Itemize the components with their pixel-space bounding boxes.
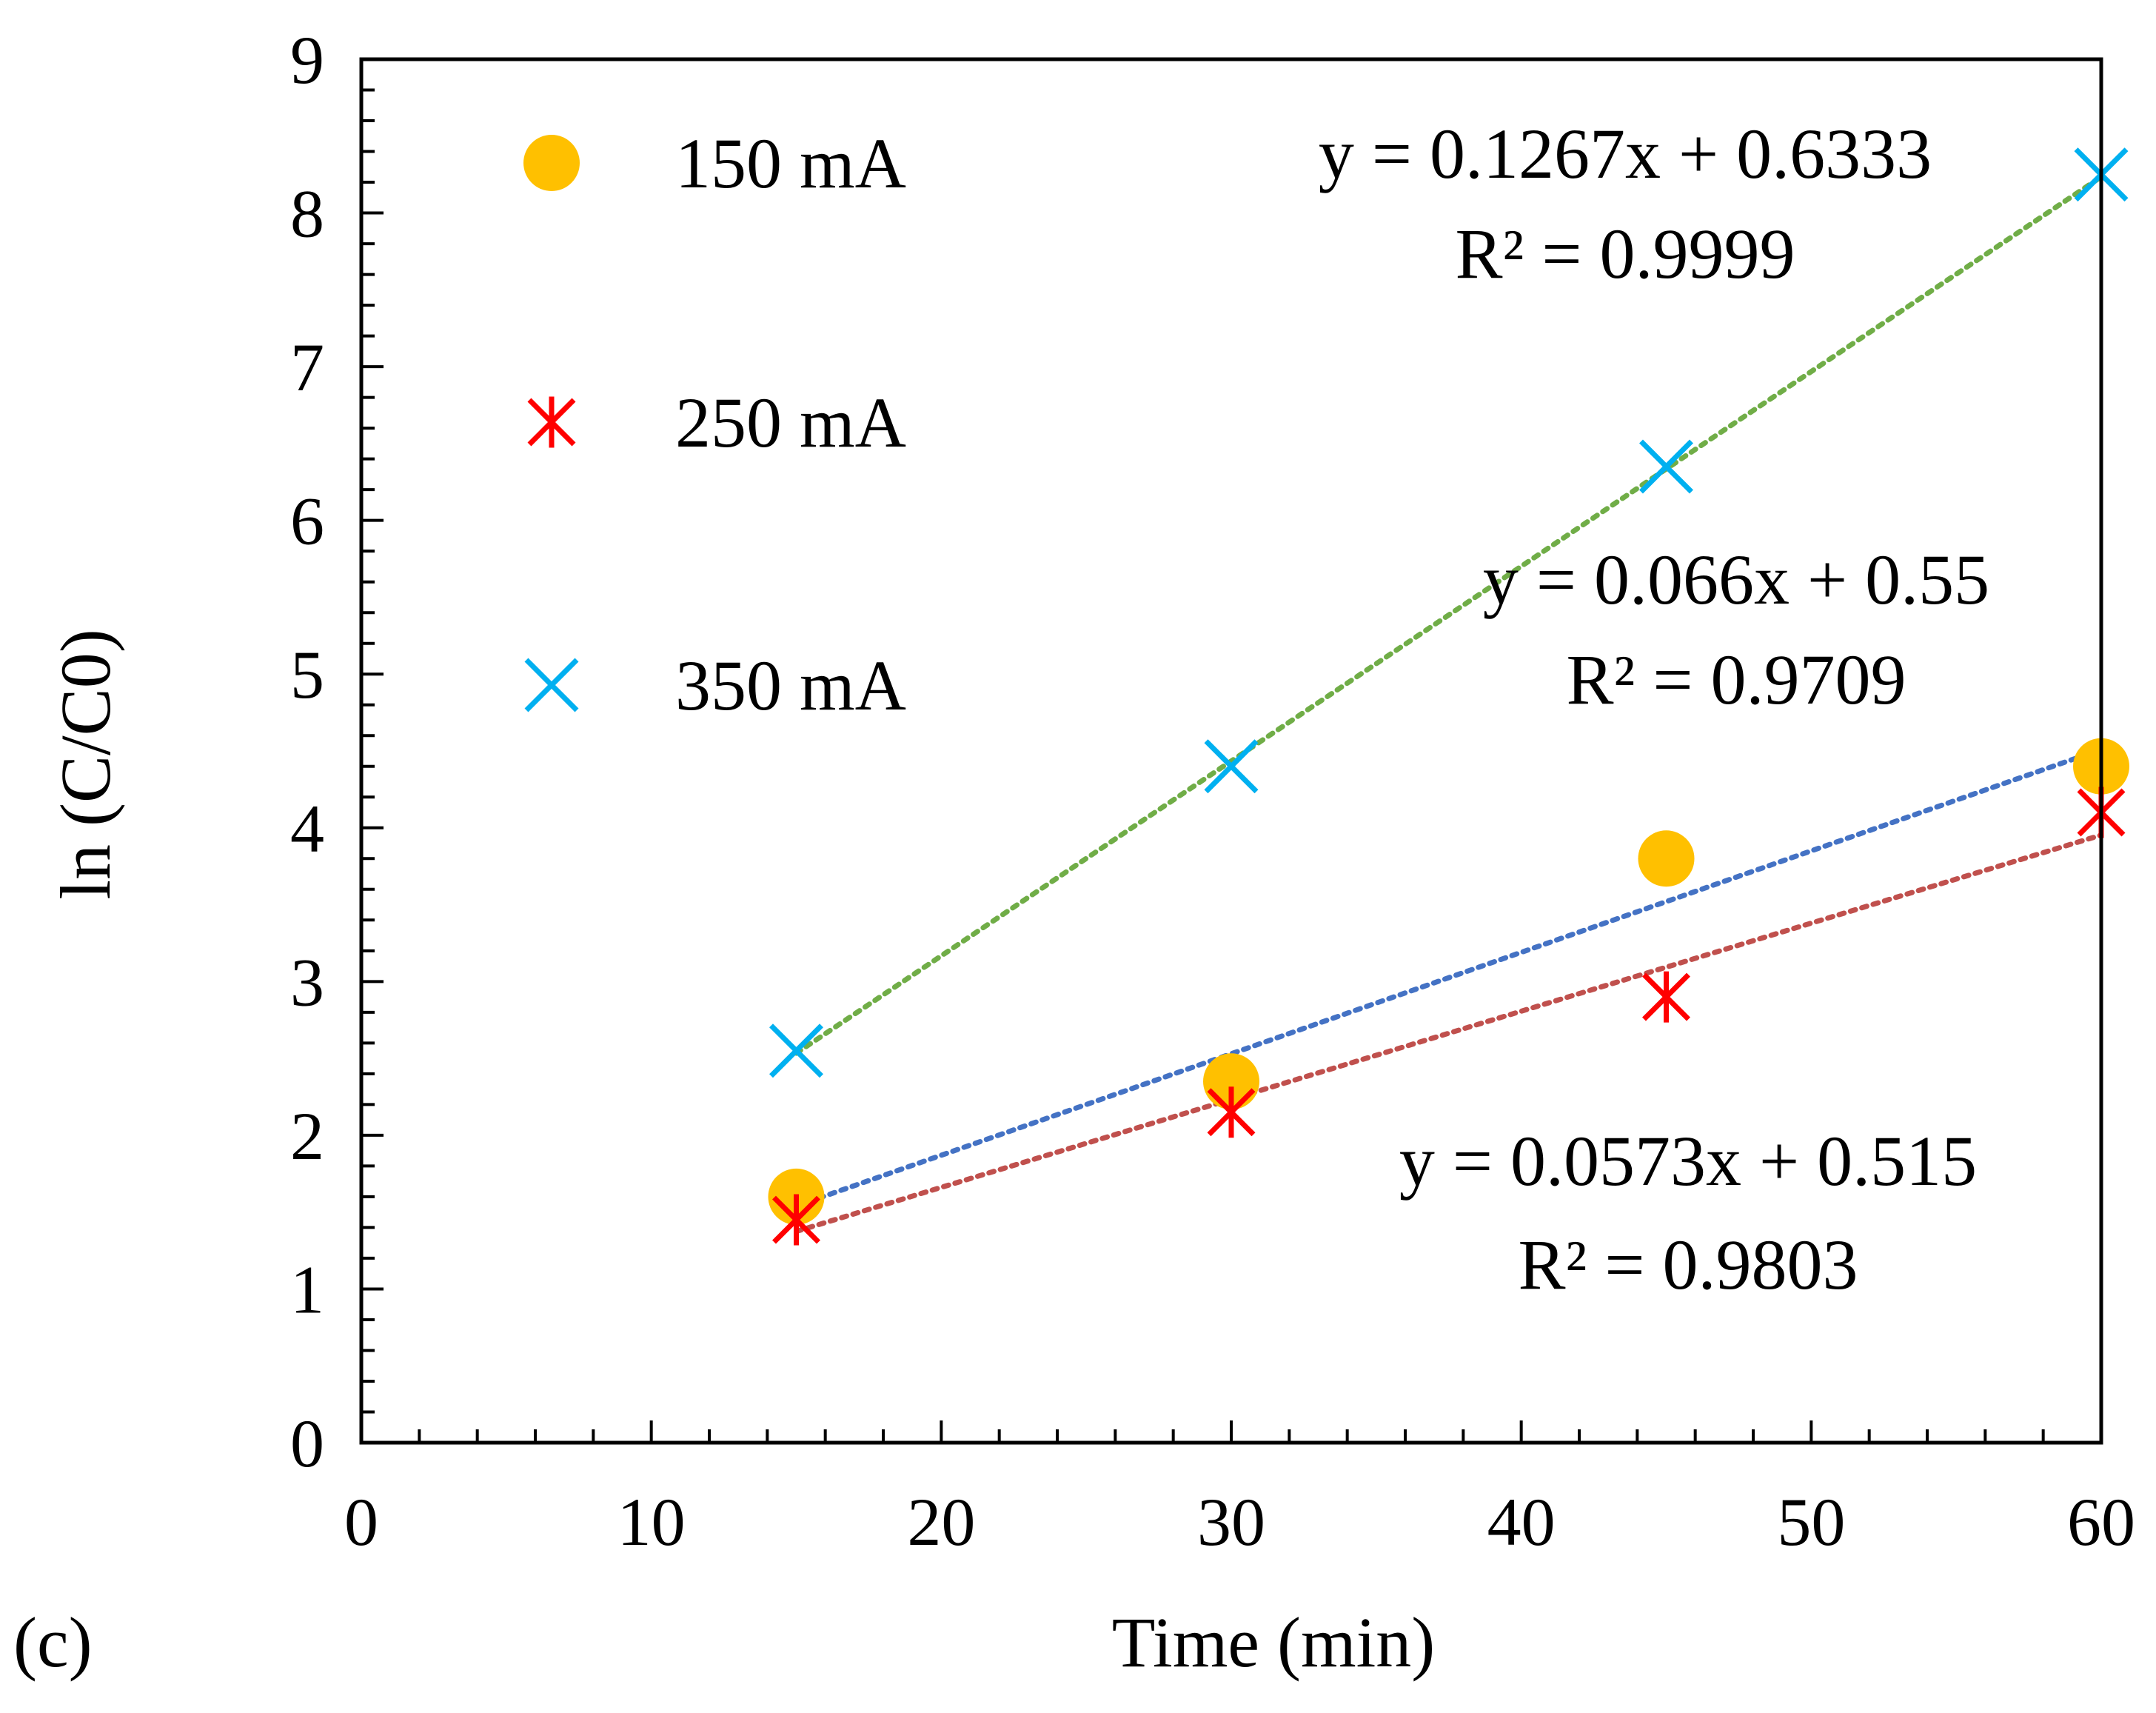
marker-stroke [769,1024,823,1078]
marker-stroke [1639,439,1693,494]
tick-labels: 0 10 20 30 40 50 60 0 1 2 3 4 5 6 7 8 9 [290,22,2135,1560]
equation-150-ma: y = 0.066x + 0.55 [1483,540,1989,619]
marker-stroke [1204,739,1259,794]
x-tick-label: 30 [1197,1484,1265,1560]
trendline-350-ma [794,174,2104,1056]
legend-label-350-ma: 350 mA [675,646,906,725]
y-tick-label: 1 [290,1252,324,1327]
r-squared-250-ma: R² = 0.9803 [1519,1225,1858,1304]
x-tick-label: 10 [617,1484,686,1560]
legend-marker-350-ma [524,658,579,712]
equation-350-ma: y = 0.1267x + 0.6333 [1319,114,1932,193]
axis-ticks [360,58,2103,1444]
x-tick-label: 40 [1487,1484,1556,1560]
legend-label-250-ma: 250 mA [675,383,906,462]
y-axis-title: ln (C/C0) [46,629,125,899]
data-point-250-ma [1207,1086,1256,1138]
trendline-150-ma [794,747,2104,1209]
x-tick-label: 0 [344,1484,378,1560]
y-tick-label: 5 [290,637,324,712]
y-tick-label: 3 [290,944,324,1020]
data-point-150-ma [1638,830,1695,887]
marker-stroke [524,658,579,712]
trendlines [794,174,2104,1235]
legend-marker-150-ma [523,135,580,191]
x-axis-title: Time (min) [1112,1603,1436,1682]
legend-label-150-ma: 150 mA [675,124,906,203]
y-tick-label: 7 [290,330,324,405]
y-tick-label: 2 [290,1098,324,1174]
data-point-350-ma [1639,439,1693,494]
x-tick-label: 50 [1777,1484,1845,1560]
equation-250-ma: y = 0.0573x + 0.515 [1399,1121,1977,1201]
panel-label: (c) [13,1603,93,1682]
data-point-250-ma [1642,971,1690,1023]
y-tick-label: 0 [290,1406,324,1481]
trendline-equations: y = 0.066x + 0.55 R² = 0.9709 y = 0.0573x … [1319,114,1989,1304]
legend-marker-250-ma [527,396,576,448]
r-squared-150-ma: R² = 0.9709 [1567,640,1906,719]
trendline-250-ma [794,832,2104,1235]
r-squared-350-ma: R² = 0.9999 [1456,214,1795,293]
legend: 150 mA 250 mA 350 mA [523,124,906,725]
data-point-250-ma [772,1194,820,1246]
x-tick-label: 60 [2067,1484,2135,1560]
x-tick-label: 20 [907,1484,975,1560]
data-point-350-ma [769,1024,823,1078]
y-tick-label: 9 [290,22,324,98]
data-point-350-ma [1204,739,1259,794]
y-tick-label: 4 [290,791,324,866]
y-tick-label: 8 [290,176,324,252]
y-tick-label: 6 [290,484,324,559]
